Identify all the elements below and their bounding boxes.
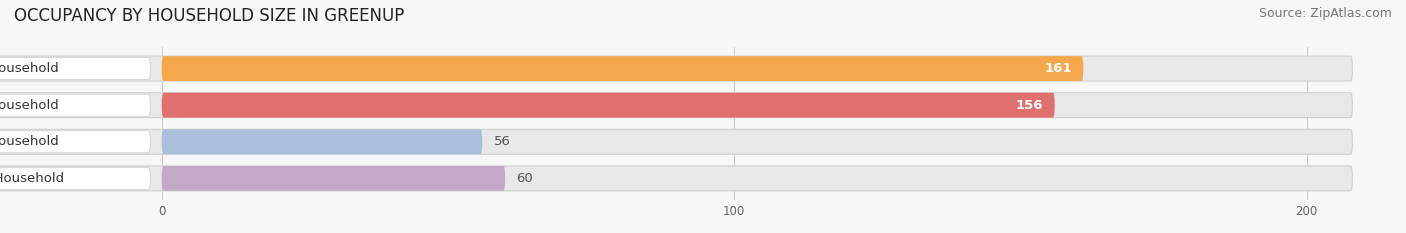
Text: 2-Person Household: 2-Person Household: [0, 99, 59, 112]
FancyBboxPatch shape: [0, 56, 1353, 81]
FancyBboxPatch shape: [162, 129, 482, 154]
FancyBboxPatch shape: [0, 94, 150, 116]
Text: 60: 60: [516, 172, 533, 185]
FancyBboxPatch shape: [0, 168, 150, 189]
Text: 3-Person Household: 3-Person Household: [0, 135, 59, 148]
FancyBboxPatch shape: [162, 166, 505, 191]
Text: 1-Person Household: 1-Person Household: [0, 62, 59, 75]
FancyBboxPatch shape: [0, 93, 1353, 118]
FancyBboxPatch shape: [162, 93, 1054, 118]
Text: OCCUPANCY BY HOUSEHOLD SIZE IN GREENUP: OCCUPANCY BY HOUSEHOLD SIZE IN GREENUP: [14, 7, 405, 25]
Text: Source: ZipAtlas.com: Source: ZipAtlas.com: [1258, 7, 1392, 20]
Text: 4+ Person Household: 4+ Person Household: [0, 172, 65, 185]
Text: 56: 56: [494, 135, 510, 148]
Text: 161: 161: [1045, 62, 1071, 75]
FancyBboxPatch shape: [0, 131, 150, 153]
FancyBboxPatch shape: [0, 58, 150, 79]
FancyBboxPatch shape: [0, 166, 1353, 191]
FancyBboxPatch shape: [162, 56, 1084, 81]
Text: 156: 156: [1015, 99, 1043, 112]
FancyBboxPatch shape: [0, 129, 1353, 154]
